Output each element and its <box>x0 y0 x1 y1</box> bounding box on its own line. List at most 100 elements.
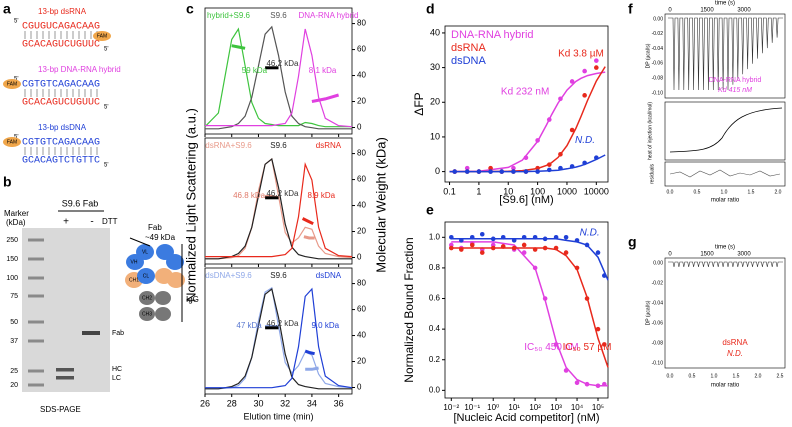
trace <box>205 157 352 260</box>
dp-tick: -0.08 <box>652 340 664 346</box>
trace <box>205 25 352 130</box>
fam-label: FAM <box>7 81 17 87</box>
five-prime: 5' <box>104 163 108 169</box>
y2-tick-label: 20 <box>357 97 366 106</box>
five-prime: 5' <box>14 77 18 83</box>
trace <box>204 27 352 128</box>
legend-entry: dsDNA <box>451 55 487 67</box>
x-tick-label: 10² <box>529 403 541 412</box>
data-point <box>469 242 475 248</box>
data-point <box>594 58 599 63</box>
label: molar ratio <box>711 383 740 389</box>
data-point <box>535 169 540 174</box>
legend-entry: DNA-RNA hybrid <box>298 11 358 20</box>
y-tick-label: 10 <box>430 131 440 141</box>
molar-tick: 0.5 <box>694 189 701 195</box>
ladder-label: 250 <box>6 237 18 244</box>
y-tick-label: 0.2 <box>429 355 441 364</box>
ladder-band <box>28 238 44 242</box>
annotation: IC₅₀ 450 nM <box>524 342 578 353</box>
dp-tick: -0.08 <box>652 76 664 82</box>
data-point <box>574 238 580 243</box>
legend-entry: S9.6 <box>270 271 287 280</box>
y2-tick-label: 80 <box>357 149 366 158</box>
data-point <box>546 167 552 173</box>
time-tick: 0 <box>668 8 672 14</box>
data-point <box>523 155 529 161</box>
annotation: 46.2 kDa <box>266 189 299 198</box>
five-prime: 5' <box>14 19 18 25</box>
plot-frame <box>444 25 609 183</box>
dp-tick: -0.06 <box>652 320 664 326</box>
legend-entry: hybrid+S9.6 <box>207 11 250 20</box>
data-point <box>459 247 464 252</box>
x-tick-label: 26 <box>200 398 210 408</box>
label: Fab <box>148 223 162 232</box>
itc-frame <box>664 161 786 187</box>
data-point <box>532 265 538 271</box>
legend-entry: dsRNA+S9.6 <box>205 141 252 150</box>
gel <box>22 228 110 392</box>
ladder-band <box>28 369 44 373</box>
data-point <box>479 231 485 237</box>
x-tick-label: 10³ <box>550 403 562 412</box>
itc-isotherm <box>669 107 783 153</box>
data-point <box>490 245 496 251</box>
data-point <box>569 127 575 133</box>
dp-tick: 0.00 <box>653 260 663 266</box>
dp-tick: -0.10 <box>652 90 664 96</box>
annotation: 46.8 kDa <box>233 191 266 200</box>
molar-tick: 2.0 <box>755 373 762 379</box>
ladder-label: 20 <box>10 382 18 389</box>
y2-tick-label: 40 <box>357 201 366 210</box>
data-point <box>602 273 607 278</box>
annotation: 8.1 kDa <box>309 66 337 75</box>
molar-tick: 1.5 <box>733 373 740 379</box>
x-tick-label: 10⁵ <box>592 403 604 412</box>
x-tick-label: 10⁻¹ <box>464 403 480 412</box>
annotation: 46.2 kDa <box>266 59 299 68</box>
data-point <box>584 381 590 387</box>
ladder-band <box>28 339 44 343</box>
y2-tick-label: 80 <box>357 19 366 28</box>
legend-entry: DNA-RNA hybrid <box>451 29 534 41</box>
label: IgG <box>186 295 199 304</box>
data-point <box>490 236 496 242</box>
trace <box>205 162 353 258</box>
label: DP (µcal/s) <box>645 43 651 68</box>
annotation: 8.9 kDa <box>307 191 335 200</box>
y2-tick-label: 80 <box>357 279 366 288</box>
fam-tag <box>3 79 21 89</box>
itc-frame <box>664 13 786 99</box>
data-point <box>546 117 552 122</box>
y-tick-label: 0.8 <box>429 263 441 272</box>
x-tick-label: 10⁴ <box>571 403 584 412</box>
data-point <box>499 169 505 174</box>
data-point <box>521 250 527 255</box>
y2-tick-label: 20 <box>357 357 366 366</box>
fit-curve <box>449 71 606 173</box>
data-point <box>464 169 470 174</box>
time-tick: 3000 <box>737 8 751 14</box>
ladder-label: 50 <box>10 319 18 326</box>
x-tick-label: 30 <box>253 398 263 408</box>
y-tick-label: 0 <box>435 166 440 176</box>
data-point <box>582 68 587 74</box>
legend-entry: dsDNA <box>316 271 342 280</box>
data-point <box>488 169 493 174</box>
data-point <box>584 242 590 248</box>
data-point <box>464 165 470 171</box>
y2-axis-label: Molecular Weight (kDa) <box>373 137 388 273</box>
five-prime: 5' <box>104 105 108 111</box>
itc-frame <box>664 101 786 161</box>
label: N.D. <box>727 349 743 358</box>
data-point <box>595 383 601 389</box>
y-tick-label: 30 <box>430 62 440 72</box>
domain-label: CH3 <box>142 311 152 317</box>
panel-label: c <box>186 1 194 17</box>
ladder-label: 150 <box>6 256 18 263</box>
annotation: 59 kDa <box>242 66 268 75</box>
trace <box>205 287 352 390</box>
ladder-label: 25 <box>10 368 18 375</box>
data-point <box>582 160 587 166</box>
